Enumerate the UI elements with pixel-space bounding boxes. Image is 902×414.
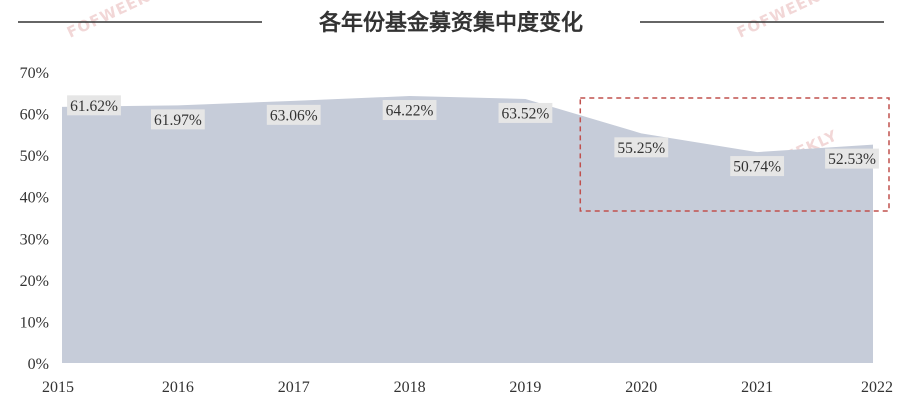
- data-label-text: 63.52%: [502, 105, 550, 122]
- y-tick-label: 60%: [20, 107, 49, 124]
- watermark-text: FOFWEEKLY: [734, 0, 841, 42]
- y-axis: 0% 10% 20% 30% 40% 50% 60% 70%: [20, 65, 49, 373]
- y-tick-label: 40%: [20, 190, 49, 207]
- plot-area: [62, 96, 873, 363]
- data-label-text: 50.74%: [733, 159, 781, 176]
- data-label-text: 61.62%: [70, 98, 118, 115]
- data-label-text: 52.53%: [828, 151, 876, 168]
- y-tick-label: 70%: [20, 65, 49, 82]
- data-label-text: 55.25%: [617, 140, 665, 157]
- x-axis: 2015 2016 2017 2018 2019 2020 2021 2022: [42, 379, 893, 396]
- data-label: 63.52%: [499, 103, 553, 123]
- data-label: 52.53%: [825, 149, 879, 169]
- chart-title: 各年份基金募资集中度变化: [318, 10, 583, 36]
- x-tick-label: 2020: [625, 379, 657, 396]
- watermark-text: FOFWEEKLY: [64, 0, 171, 42]
- y-tick-label: 50%: [20, 148, 49, 165]
- data-label: 63.06%: [267, 105, 321, 125]
- x-tick-label: 2022: [861, 379, 893, 396]
- data-label: 61.97%: [151, 109, 205, 129]
- x-tick-label: 2016: [162, 379, 194, 396]
- data-label: 50.74%: [730, 156, 784, 176]
- y-tick-label: 20%: [20, 273, 49, 290]
- data-label-text: 64.22%: [386, 103, 434, 120]
- x-tick-label: 2017: [278, 379, 310, 396]
- data-label: 61.62%: [67, 95, 121, 115]
- area-series: [62, 96, 873, 363]
- y-tick-label: 10%: [20, 314, 49, 331]
- y-tick-label: 30%: [20, 231, 49, 248]
- data-label-text: 61.97%: [154, 112, 202, 129]
- x-tick-label: 2021: [741, 379, 773, 396]
- data-label: 55.25%: [614, 137, 668, 157]
- x-tick-label: 2015: [42, 379, 74, 396]
- data-label-text: 63.06%: [270, 107, 318, 124]
- data-label: 64.22%: [383, 100, 437, 120]
- y-tick-label: 0%: [28, 356, 49, 373]
- x-tick-label: 2018: [394, 379, 426, 396]
- x-tick-label: 2019: [509, 379, 541, 396]
